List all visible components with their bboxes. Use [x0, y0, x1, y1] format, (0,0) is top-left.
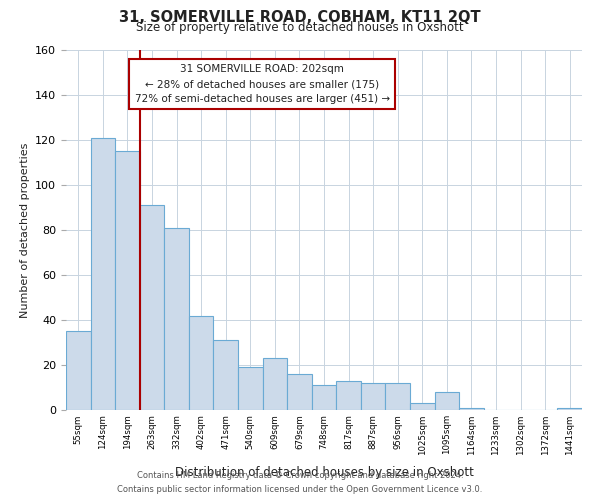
- Bar: [91, 138, 115, 410]
- Bar: [238, 367, 263, 410]
- Text: 31 SOMERVILLE ROAD: 202sqm
← 28% of detached houses are smaller (175)
72% of sem: 31 SOMERVILLE ROAD: 202sqm ← 28% of deta…: [134, 64, 389, 104]
- Bar: [312, 385, 336, 410]
- Bar: [189, 316, 214, 410]
- Bar: [263, 358, 287, 410]
- Bar: [66, 331, 91, 410]
- Bar: [434, 392, 459, 410]
- Bar: [164, 228, 189, 410]
- Bar: [336, 381, 361, 410]
- Text: 31, SOMERVILLE ROAD, COBHAM, KT11 2QT: 31, SOMERVILLE ROAD, COBHAM, KT11 2QT: [119, 10, 481, 25]
- Y-axis label: Number of detached properties: Number of detached properties: [20, 142, 29, 318]
- Bar: [557, 408, 582, 410]
- Bar: [361, 383, 385, 410]
- Bar: [459, 408, 484, 410]
- Bar: [287, 374, 312, 410]
- Text: Size of property relative to detached houses in Oxshott: Size of property relative to detached ho…: [136, 21, 464, 34]
- Bar: [115, 152, 140, 410]
- Bar: [214, 340, 238, 410]
- Bar: [410, 403, 434, 410]
- X-axis label: Distribution of detached houses by size in Oxshott: Distribution of detached houses by size …: [175, 466, 473, 478]
- Text: Contains HM Land Registry data © Crown copyright and database right 2024.
Contai: Contains HM Land Registry data © Crown c…: [118, 471, 482, 494]
- Bar: [140, 205, 164, 410]
- Bar: [385, 383, 410, 410]
